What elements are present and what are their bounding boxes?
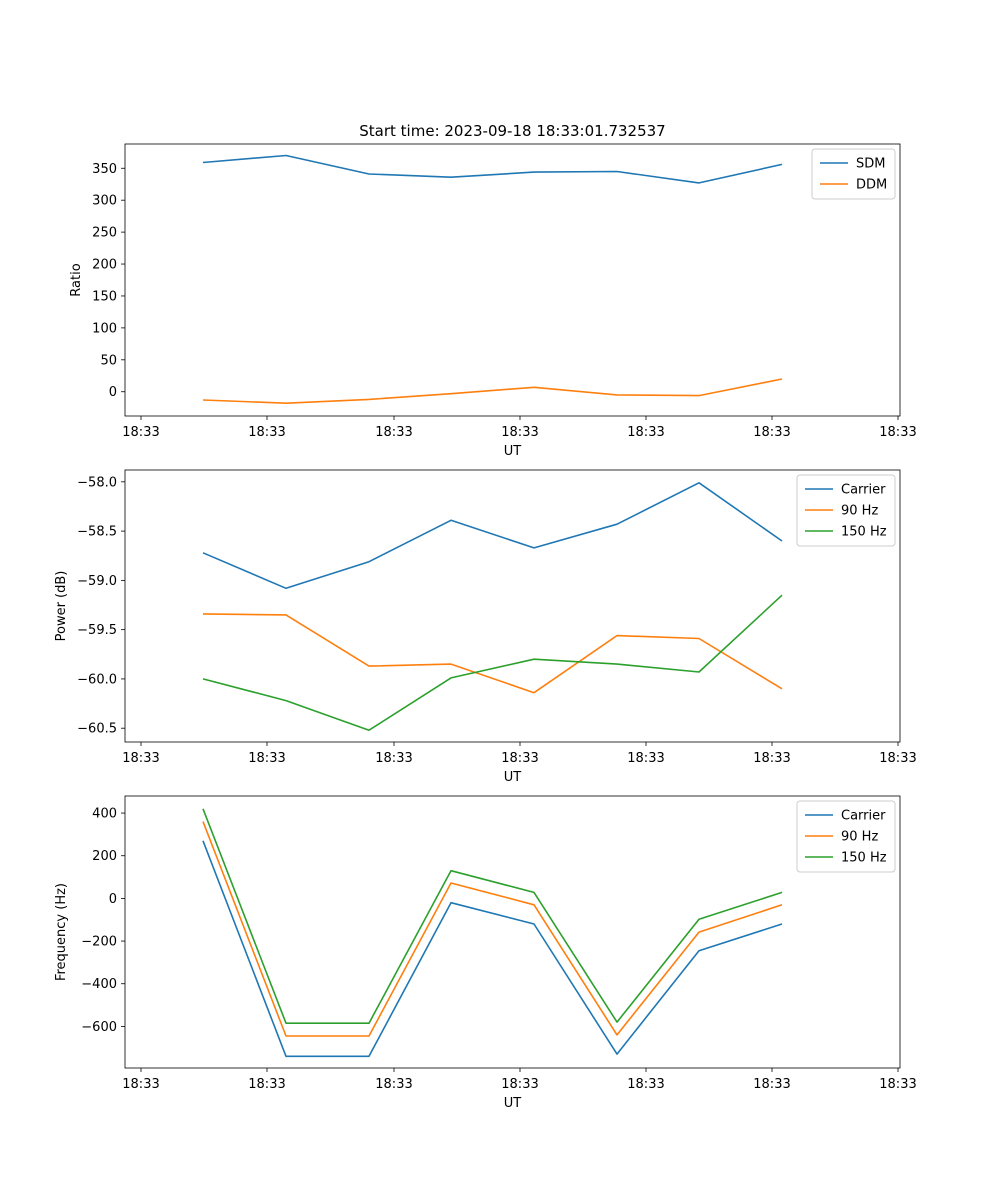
y-tick-label: −200	[81, 935, 117, 950]
legend: Carrier 90 Hz 150 Hz	[796, 474, 896, 547]
x-tick-label: 18:33	[627, 751, 664, 766]
y-tick-label: 200	[92, 258, 117, 273]
x-tick-label: 18:33	[122, 1077, 159, 1092]
series-line-90-hz	[202, 613, 783, 694]
y-tick-label: 100	[92, 321, 117, 336]
x-tick-label: 18:33	[627, 425, 664, 440]
legend: SDM DDM	[811, 148, 896, 200]
x-tick-label: 18:33	[122, 425, 159, 440]
x-tick-label: 18:33	[375, 425, 412, 440]
x-tick-label: 18:33	[879, 425, 916, 440]
legend-label: Carrier	[841, 483, 886, 498]
legend-box	[796, 474, 896, 547]
legend: Carrier 90 Hz 150 Hz	[796, 800, 896, 873]
legend-label: Carrier	[841, 809, 886, 824]
series-line-150-hz	[202, 594, 783, 732]
series-line-150-hz	[202, 808, 783, 1025]
y-tick-label: −59.0	[77, 574, 117, 589]
y-tick-label: 300	[92, 194, 117, 209]
legend-label: 90 Hz	[841, 504, 878, 519]
y-tick-label: 0	[109, 892, 117, 907]
x-axis-label: UT	[504, 444, 522, 459]
subplot-2: −60.5 −60.0 −59.5 −59.0 −58.5 −58.0 18:33 18:33…	[54, 469, 917, 785]
x-tick-label: 18:33	[375, 751, 412, 766]
x-tick-label: 18:33	[627, 1077, 664, 1092]
y-axis-label: Ratio	[69, 263, 84, 296]
subplots: 0 50 100 150 200 250 300 350 18:33 18:33 18:33 18:3…	[54, 143, 917, 1111]
x-axis-label: UT	[504, 770, 522, 785]
y-axis-label: Power (dB)	[54, 571, 69, 642]
legend-label: 150 Hz	[841, 851, 887, 866]
y-tick-label: 250	[92, 226, 117, 241]
x-tick-label: 18:33	[879, 751, 916, 766]
x-tick-label: 18:33	[753, 751, 790, 766]
legend-box	[811, 148, 896, 200]
figure-title: Start time: 2023-09-18 18:33:01.732537	[359, 122, 665, 140]
x-tick-label: 18:33	[879, 1077, 916, 1092]
series-line-sdm	[202, 154, 783, 184]
series-line-carrier	[202, 840, 783, 1058]
y-tick-label: −400	[81, 977, 117, 992]
y-tick-label: −600	[81, 1020, 117, 1035]
x-axis-label: UT	[504, 1096, 522, 1111]
legend-label: 90 Hz	[841, 830, 878, 845]
legend-label: 150 Hz	[841, 525, 887, 540]
y-tick-label: 350	[92, 162, 117, 177]
legend-label: SDM	[856, 157, 885, 172]
y-tick-label: 200	[92, 849, 117, 864]
subplot-1: 0 50 100 150 200 250 300 350 18:33 18:33 18:33 18:3…	[69, 143, 917, 459]
x-tick-label: 18:33	[248, 425, 285, 440]
x-tick-label: 18:33	[501, 751, 538, 766]
x-tick-label: 18:33	[753, 1077, 790, 1092]
y-tick-label: −60.0	[77, 672, 117, 687]
legend-box	[796, 800, 896, 873]
y-tick-label: 0	[109, 385, 117, 400]
series-line-carrier	[202, 481, 783, 590]
x-tick-label: 18:33	[501, 1077, 538, 1092]
subplot-3: −600 −400 −200 0 200 400 18:33 18:33 18:33 18:33 1…	[54, 795, 917, 1111]
series-line-ddm	[202, 378, 783, 405]
legend-label: DDM	[856, 178, 887, 193]
axes-frame	[124, 143, 901, 417]
y-tick-label: −59.5	[77, 623, 117, 638]
y-axis-label: Frequency (Hz)	[54, 883, 69, 981]
y-tick-label: 50	[100, 353, 117, 368]
x-tick-label: 18:33	[122, 751, 159, 766]
x-tick-label: 18:33	[248, 1077, 285, 1092]
x-tick-label: 18:33	[501, 425, 538, 440]
x-tick-label: 18:33	[753, 425, 790, 440]
axes-frame	[124, 795, 901, 1069]
y-tick-label: −58.5	[77, 525, 117, 540]
x-tick-label: 18:33	[248, 751, 285, 766]
x-tick-label: 18:33	[375, 1077, 412, 1092]
y-tick-label: −60.5	[77, 722, 117, 737]
y-tick-label: −58.0	[77, 475, 117, 490]
series-line-90-hz	[202, 821, 783, 1037]
axes-frame	[124, 469, 901, 743]
y-tick-label: 150	[92, 289, 117, 304]
y-tick-label: 400	[92, 807, 117, 822]
